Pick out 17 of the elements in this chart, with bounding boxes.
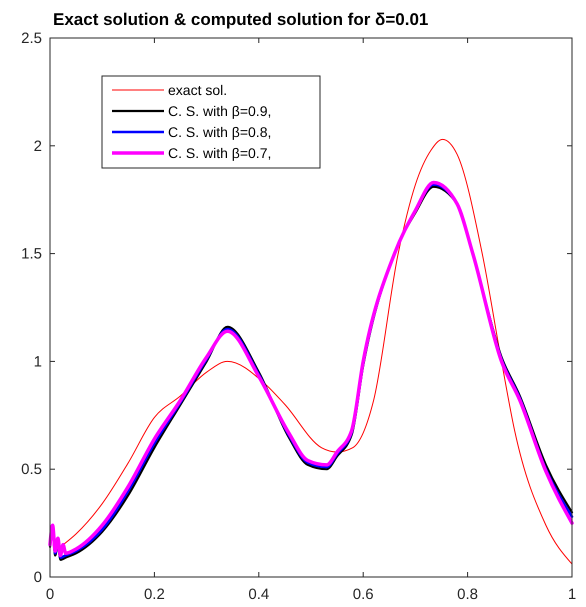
x-tick-label: 0.8 <box>457 586 478 603</box>
y-tick-label: 2.5 <box>21 30 42 47</box>
x-tick-label: 1 <box>568 586 576 603</box>
y-tick-label: 1.5 <box>21 246 42 263</box>
x-tick-label: 0.4 <box>248 586 270 603</box>
x-tick-label: 0.2 <box>144 586 165 603</box>
legend-label: C. S. with β=0.9, <box>168 103 272 119</box>
legend-label: exact sol. <box>168 82 228 98</box>
y-tick-label: 0 <box>34 569 42 586</box>
legend-label: C. S. with β=0.8, <box>168 124 272 140</box>
x-tick-label: 0 <box>46 586 54 603</box>
legend-label: C. S. with β=0.7, <box>168 145 272 161</box>
x-tick-label: 0.6 <box>352 586 374 603</box>
y-tick-label: 0.5 <box>21 461 42 478</box>
y-tick-label: 1 <box>34 353 42 370</box>
chart-title: Exact solution & computed solution for δ=0.01 <box>53 10 428 29</box>
y-tick-label: 2 <box>34 138 42 155</box>
